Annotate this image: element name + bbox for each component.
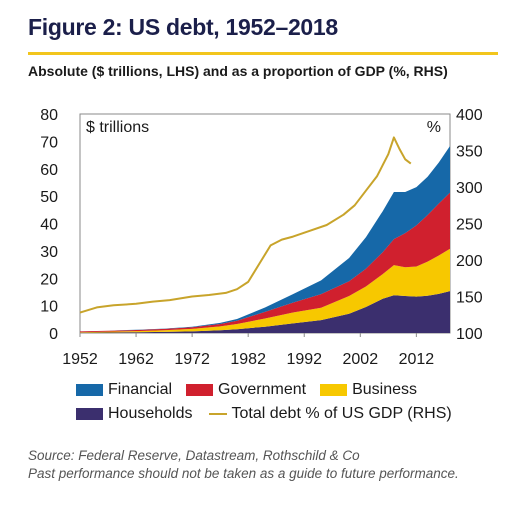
x-tick-label: 1962 bbox=[118, 351, 154, 368]
legend-item-households: Households bbox=[76, 405, 193, 423]
legend-row-1: Financial Government Business bbox=[76, 378, 496, 402]
right-tick-label: 400 bbox=[456, 107, 483, 124]
left-axis-unit: $ trillions bbox=[86, 119, 149, 136]
legend-item-total-line: Total debt % of US GDP (RHS) bbox=[207, 405, 452, 423]
left-tick-label: 20 bbox=[40, 271, 58, 288]
households-swatch bbox=[76, 408, 103, 420]
right-tick-label: 250 bbox=[456, 217, 483, 234]
left-tick-label: 50 bbox=[40, 189, 58, 206]
stacked-areas bbox=[80, 146, 450, 333]
right-tick-label: 100 bbox=[456, 326, 483, 343]
right-tick-label: 300 bbox=[456, 180, 483, 197]
figure-subtitle: Absolute ($ trillions, LHS) and as a pro… bbox=[28, 63, 448, 79]
legend-label-government: Government bbox=[218, 381, 307, 398]
left-tick-label: 70 bbox=[40, 134, 58, 151]
left-tick-label: 10 bbox=[40, 299, 58, 316]
legend-row-2: Households Total debt % of US GDP (RHS) bbox=[76, 402, 496, 426]
area-households bbox=[80, 291, 450, 333]
left-tick-label: 30 bbox=[40, 244, 58, 261]
legend-label-households: Households bbox=[108, 405, 193, 422]
source-line: Source: Federal Reserve, Datastream, Rot… bbox=[28, 448, 360, 463]
x-tick-label: 1982 bbox=[230, 351, 266, 368]
x-tick-label: 1992 bbox=[286, 351, 322, 368]
financial-swatch bbox=[76, 384, 103, 396]
left-tick-label: 0 bbox=[49, 326, 58, 343]
x-tick-label: 2012 bbox=[399, 351, 435, 368]
total-debt-line bbox=[79, 136, 412, 314]
legend-item-financial: Financial bbox=[76, 381, 172, 399]
legend-label-financial: Financial bbox=[108, 381, 173, 398]
legend-item-business: Business bbox=[320, 381, 417, 399]
total-line-swatch bbox=[208, 413, 227, 415]
title-rule bbox=[28, 52, 498, 55]
legend-label-total-line: Total debt % of US GDP (RHS) bbox=[231, 405, 452, 422]
business-swatch bbox=[320, 384, 348, 396]
right-axis-unit: % bbox=[427, 119, 441, 136]
total-debt-line-group bbox=[79, 136, 412, 314]
left-tick-label: 60 bbox=[40, 162, 58, 179]
source-note: Source: Federal Reserve, Datastream, Rot… bbox=[28, 447, 498, 483]
right-tick-label: 200 bbox=[456, 253, 483, 270]
right-tick-label: 350 bbox=[456, 144, 483, 161]
disclaimer-line: Past performance should not be taken as … bbox=[28, 466, 459, 481]
legend-item-government: Government bbox=[186, 381, 306, 399]
area-business bbox=[80, 248, 450, 333]
x-tick-label: 1972 bbox=[174, 351, 210, 368]
x-axis: 1952 1962 1972 1982 1992 2002 2012 bbox=[62, 333, 434, 368]
right-tick-label: 150 bbox=[456, 290, 483, 307]
area-government bbox=[80, 192, 450, 333]
legend: Financial Government Business Households… bbox=[76, 378, 496, 426]
x-tick-label: 1952 bbox=[62, 351, 98, 368]
left-tick-label: 80 bbox=[40, 107, 58, 124]
x-tick-label: 2002 bbox=[343, 351, 379, 368]
legend-label-business: Business bbox=[352, 381, 417, 398]
left-axis: 0 10 20 30 40 50 60 70 80 bbox=[40, 107, 58, 343]
right-axis: 100 150 200 250 300 350 400 bbox=[456, 107, 483, 343]
figure-title: Figure 2: US debt, 1952–2018 bbox=[28, 14, 338, 40]
left-tick-label: 40 bbox=[40, 217, 58, 234]
area-financial bbox=[80, 146, 450, 332]
government-swatch bbox=[186, 384, 214, 396]
